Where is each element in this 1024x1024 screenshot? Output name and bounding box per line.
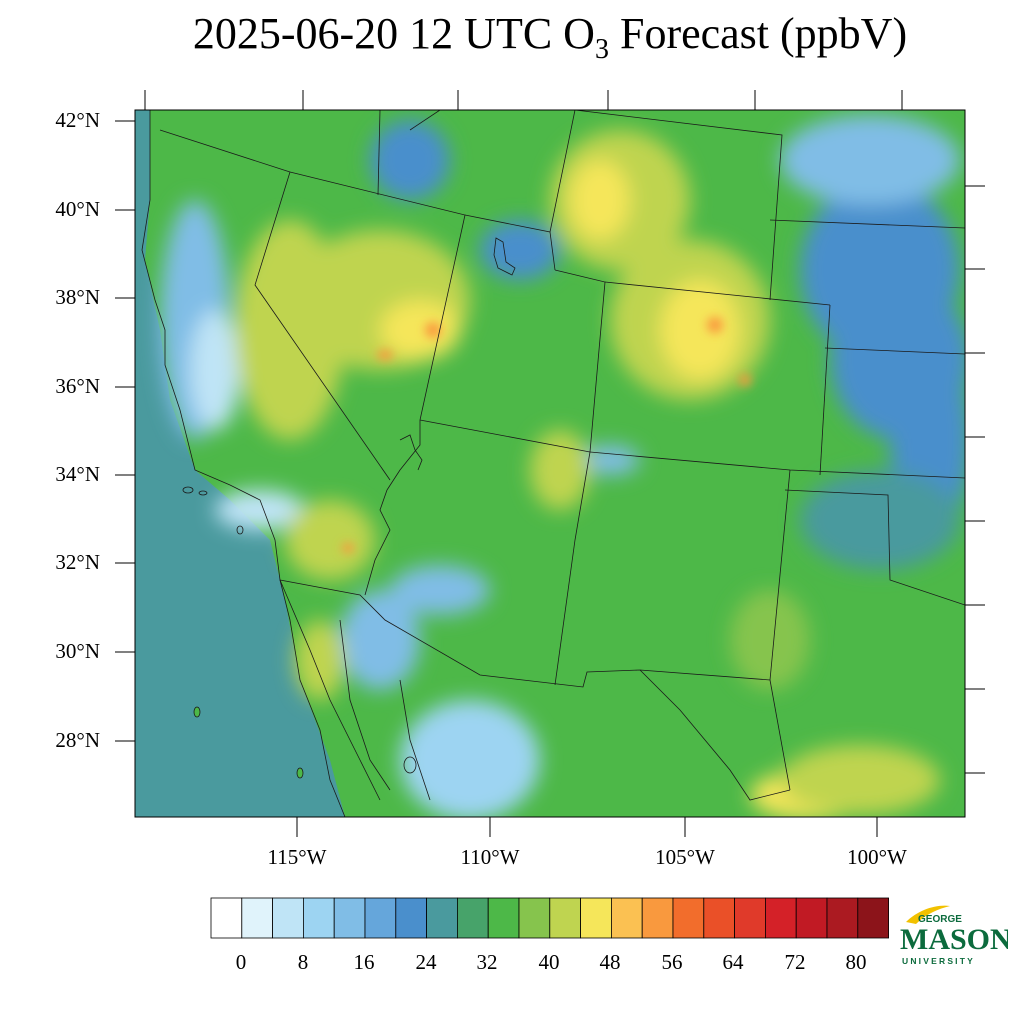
colorbar-box (272, 897, 304, 939)
colorbar-box (241, 897, 274, 939)
lat-label: 42°N (55, 108, 100, 132)
colorbar-box (580, 897, 612, 939)
colorbar-box (456, 897, 489, 939)
colorbar-label: 72 (784, 950, 806, 974)
colorbar-box (703, 897, 735, 939)
lat-label: 34°N (55, 462, 100, 486)
colorbar-label: 24 (415, 950, 437, 974)
lat-label: 36°N (55, 374, 100, 398)
colorbar-box (364, 897, 397, 939)
colorbar-box (210, 897, 243, 939)
state-borders (159, 110, 965, 801)
colorbar-box (611, 897, 643, 939)
colorbar-box (395, 897, 427, 939)
colorbar-label: 80 (845, 950, 867, 974)
logo-line2: MASON (900, 923, 1008, 956)
colorbar-label: 0 (235, 950, 247, 974)
colorbar-label: 64 (722, 950, 744, 974)
lat-label: 28°N (55, 728, 100, 752)
colorbar-box (734, 897, 766, 939)
colorbar-box (672, 897, 705, 939)
colorbar-label: 32 (476, 950, 498, 974)
lat-label: 40°N (55, 197, 100, 221)
colorbar (210, 897, 889, 939)
lon-label: 115°W (267, 845, 327, 869)
colorbar-box (765, 897, 797, 939)
colorbar-box (549, 897, 581, 939)
axis-ticks (115, 90, 985, 837)
lat-label: 38°N (55, 285, 100, 309)
colorbar-box (426, 897, 458, 939)
lake-mead (399, 434, 423, 471)
colorbar-box (518, 897, 551, 939)
logo-line1: GEORGE (918, 914, 962, 925)
colorbar-label: 8 (297, 950, 309, 974)
colorbar-box (826, 897, 859, 939)
colorbar-box (487, 897, 520, 939)
colorbar-label: 56 (661, 950, 683, 974)
colorbar-label: 40 (538, 950, 560, 974)
logo-line3: UNIVERSITY (902, 956, 975, 966)
coastline (141, 110, 346, 817)
ocean-area (135, 110, 345, 817)
colorbar-box (795, 897, 828, 939)
colorbar-box (302, 897, 335, 939)
ozone-field (135, 110, 965, 817)
great-salt-lake (493, 237, 516, 276)
lon-label: 100°W (847, 845, 907, 869)
colorbar-box (333, 897, 366, 939)
lon-label: 110°W (460, 845, 520, 869)
map-title: 2025-06-20 12 UTC O3 Forecast (ppbV) (192, 9, 908, 65)
colorbar-label: 48 (599, 950, 621, 974)
colorbar-label: 16 (353, 950, 375, 974)
colorbar-box (641, 897, 674, 939)
map-frame (134, 109, 966, 818)
george-mason-logo: GEORGE MASON UNIVERSITY (900, 905, 1008, 966)
colorbar-box (857, 897, 889, 939)
lat-label: 32°N (55, 550, 100, 574)
lat-label: 30°N (55, 639, 100, 663)
lon-label: 105°W (655, 845, 715, 869)
